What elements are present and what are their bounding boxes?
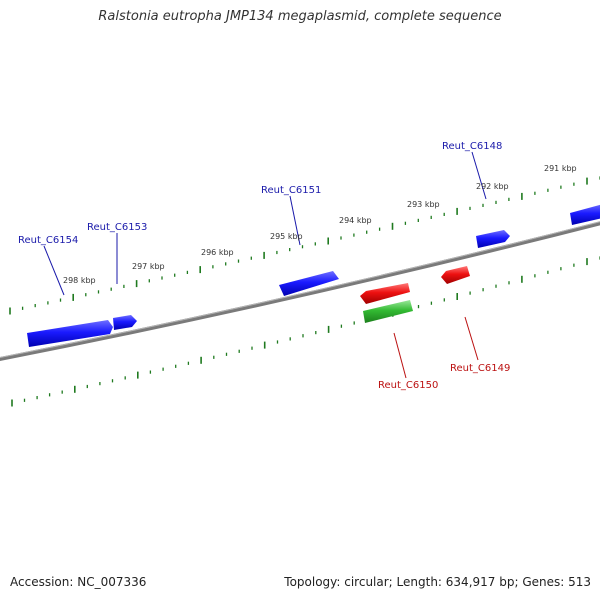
leader-line-reut-c6150 xyxy=(393,332,407,379)
leader-line-reut-c6149 xyxy=(464,316,479,361)
map-title: Ralstonia eutropha JMP134 megaplasmid, c… xyxy=(98,9,502,24)
scale-label-297-kbp: 297 kbp xyxy=(132,262,165,271)
scale-tick-rings xyxy=(9,176,600,407)
scale-label-295-kbp: 295 kbp xyxy=(270,232,303,241)
gene-reut-c6149-arrow[interactable] xyxy=(441,266,470,284)
gene-reut-c6150-arrow[interactable] xyxy=(360,283,410,304)
scale-label-292-kbp: 292 kbp xyxy=(476,182,509,191)
gene-unlabeled-forward-arrow[interactable] xyxy=(570,204,600,225)
scale-label-293-kbp: 293 kbp xyxy=(407,200,440,209)
gene-reut-c6153-arrow[interactable] xyxy=(113,315,137,330)
plasmid-backbone-highlight xyxy=(0,221,600,359)
gene-label-reut-c6150[interactable]: Reut_C6150 xyxy=(378,380,438,391)
topology-summary-text: Topology: circular; Length: 634,917 bp; … xyxy=(284,575,591,589)
scale-label-291-kbp: 291 kbp xyxy=(544,164,577,173)
scale-label-296-kbp: 296 kbp xyxy=(201,248,234,257)
leader-line-reut-c6151 xyxy=(289,195,301,246)
gene-label-reut-c6153[interactable]: Reut_C6153 xyxy=(87,222,147,233)
plasmid-backbone xyxy=(0,221,600,362)
gene-reut-c6148-arrow[interactable] xyxy=(476,230,510,248)
gene-label-reut-c6148[interactable]: Reut_C6148 xyxy=(442,141,502,152)
scale-label-294-kbp: 294 kbp xyxy=(339,216,372,225)
gene-label-reut-c6151[interactable]: Reut_C6151 xyxy=(261,185,321,196)
gene-reut-c6154-arrow[interactable] xyxy=(27,320,113,347)
gene-label-reut-c6154[interactable]: Reut_C6154 xyxy=(18,235,78,246)
accession-text: Accession: NC_007336 xyxy=(10,575,147,589)
gene-label-reut-c6149[interactable]: Reut_C6149 xyxy=(450,363,510,374)
gene-reut-c6150-rna-arrow[interactable] xyxy=(363,300,413,323)
scale-label-298-kbp: 298 kbp xyxy=(63,276,96,285)
gene-reut-c6151-arrow[interactable] xyxy=(279,271,339,296)
leader-line-reut-c6154 xyxy=(43,245,65,296)
leader-line-reut-c6148 xyxy=(471,151,487,200)
